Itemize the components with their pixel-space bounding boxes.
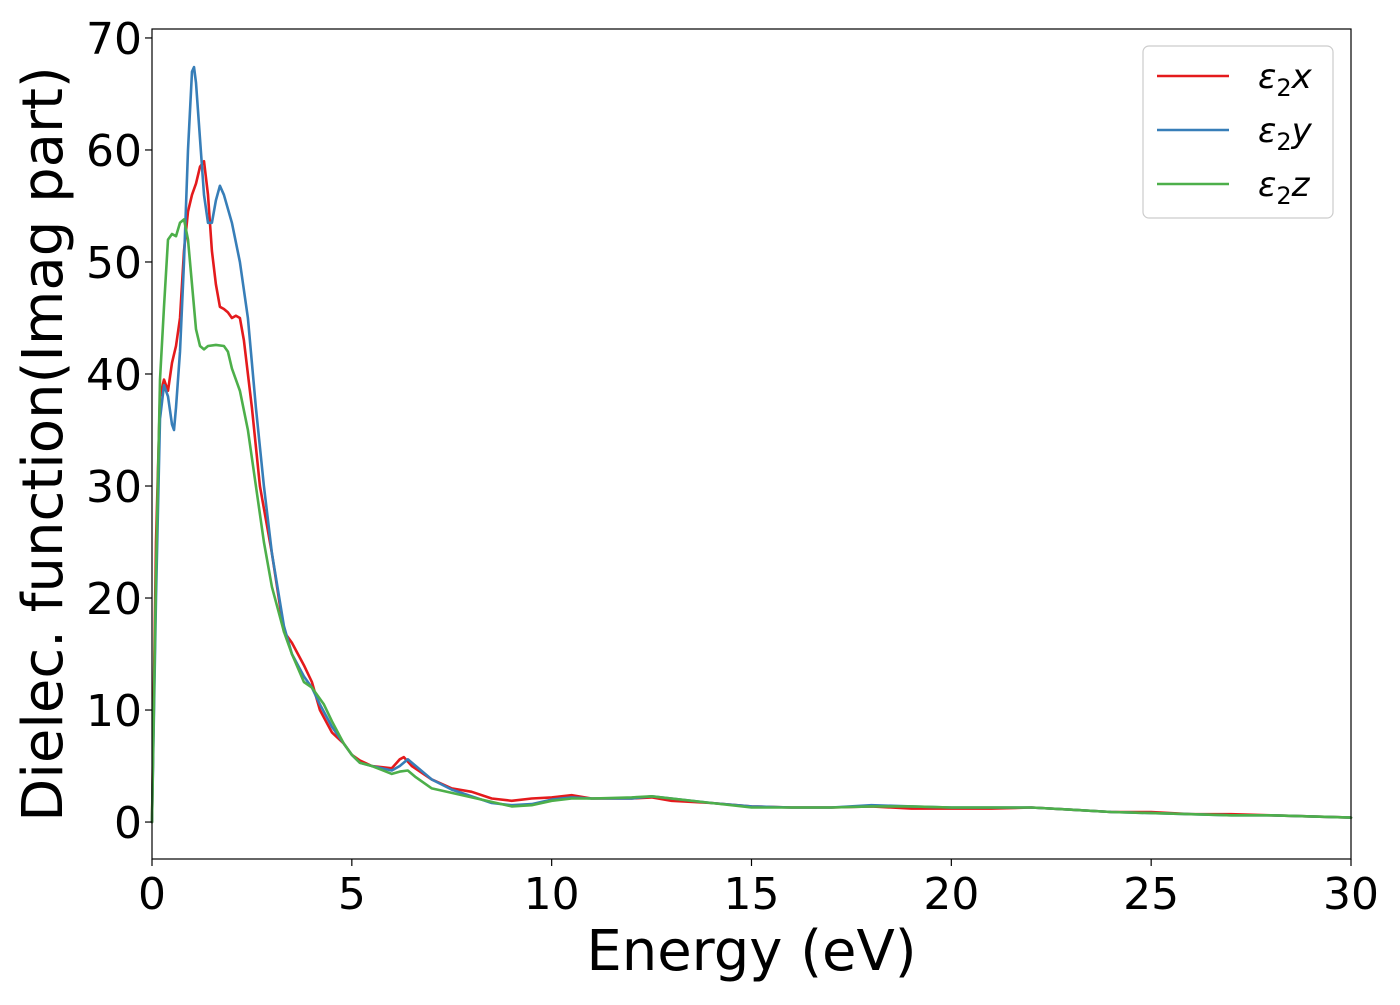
series-layer xyxy=(150,65,1353,824)
legend-box xyxy=(1142,45,1334,219)
legend-label-y: ε2y xyxy=(1258,111,1313,156)
legend-label-x: ε2x xyxy=(1258,57,1313,102)
legend-label-subscript: 2 xyxy=(1276,74,1291,102)
x-axis-title: Energy (eV) xyxy=(586,919,916,984)
legend-label-base: ε xyxy=(1258,165,1276,205)
y-axis-title: Dielec. function(Imag part) xyxy=(11,66,76,822)
x-tick-label: 15 xyxy=(724,869,780,920)
x-tick-label: 30 xyxy=(1323,869,1379,920)
y-axis-ticks: 0 10 20 30 40 50 60 70 xyxy=(86,14,152,849)
x-axis-ticks: 0 5 10 15 20 25 30 xyxy=(138,859,1379,920)
y-tick-label: 20 xyxy=(86,574,142,625)
legend-label-suffix: y xyxy=(1291,111,1313,151)
x-tick-label: 5 xyxy=(338,869,366,920)
legend-label-base: ε xyxy=(1258,57,1276,97)
legend-label-base: ε xyxy=(1258,111,1276,151)
y-tick-label: 30 xyxy=(86,462,142,513)
y-tick-label: 60 xyxy=(86,126,142,177)
x-tick-label: 10 xyxy=(524,869,580,920)
y-tick-label: 50 xyxy=(86,238,142,289)
y-tick-label: 0 xyxy=(114,798,142,849)
y-tick-label: 40 xyxy=(86,350,142,401)
legend-label-suffix: x xyxy=(1291,57,1313,97)
legend-label-suffix: z xyxy=(1291,165,1311,205)
legend-label-z: ε2z xyxy=(1258,165,1311,210)
series-line-z xyxy=(150,218,1353,824)
x-tick-label: 20 xyxy=(923,869,979,920)
y-tick-label: 10 xyxy=(86,686,142,737)
x-tick-label: 25 xyxy=(1123,869,1179,920)
legend-label-subscript: 2 xyxy=(1276,128,1291,156)
legend-label-subscript: 2 xyxy=(1276,182,1291,210)
y-tick-label: 70 xyxy=(86,14,142,65)
x-tick-label: 0 xyxy=(138,869,166,920)
